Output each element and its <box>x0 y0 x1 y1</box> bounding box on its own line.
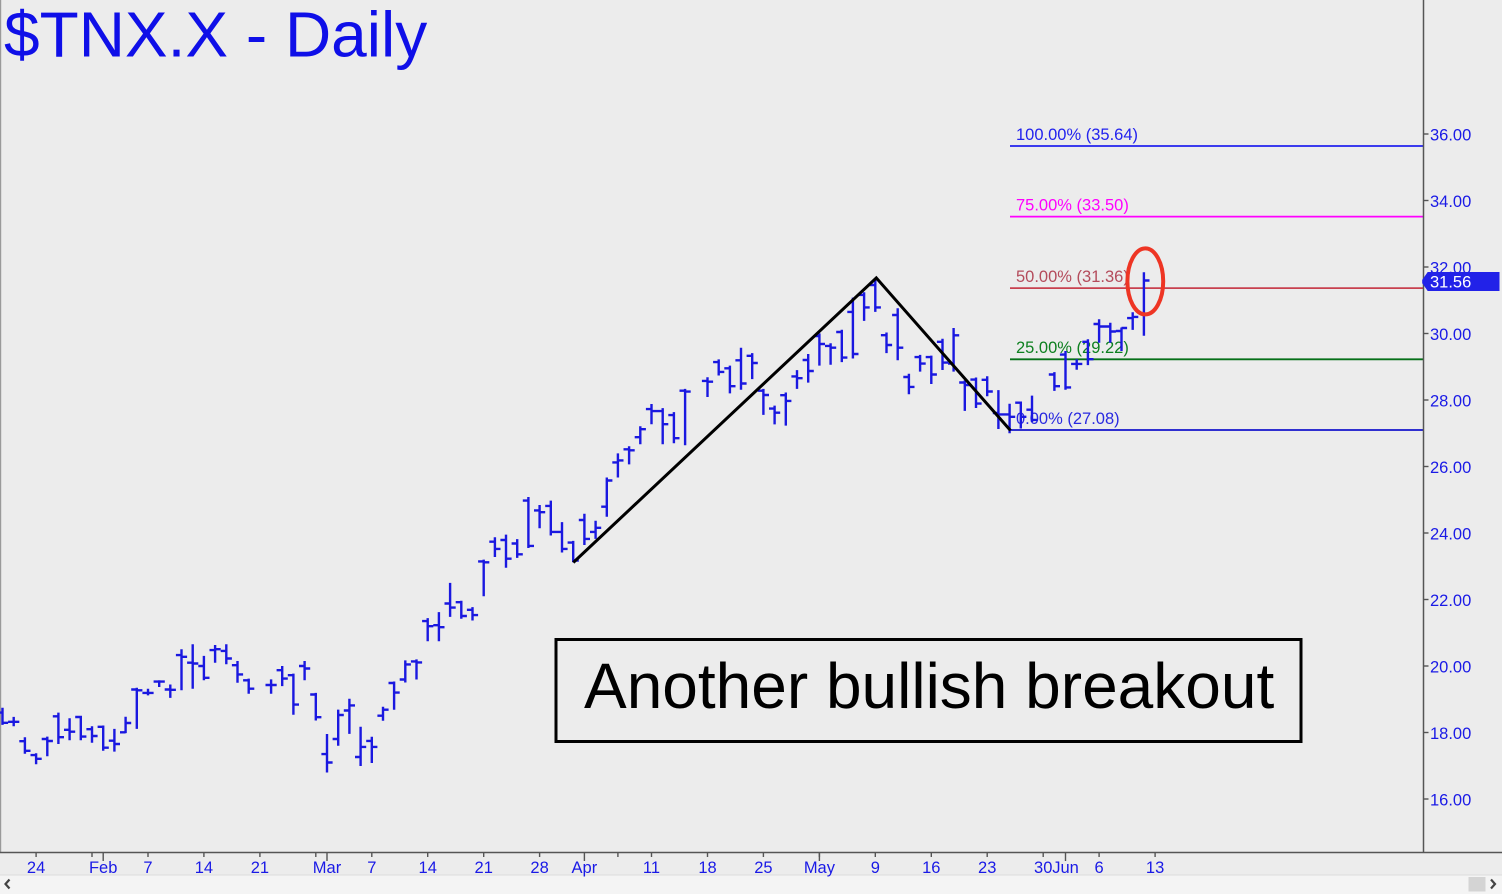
svg-text:18.00: 18.00 <box>1430 725 1471 743</box>
svg-text:21: 21 <box>251 859 269 877</box>
svg-text:26.00: 26.00 <box>1430 459 1471 477</box>
svg-text:May: May <box>804 859 836 877</box>
svg-text:Jun: Jun <box>1052 859 1079 877</box>
svg-text:34.00: 34.00 <box>1430 193 1471 211</box>
svg-text:7: 7 <box>367 859 376 877</box>
svg-text:6: 6 <box>1095 859 1104 877</box>
svg-text:25.00% (29.22): 25.00% (29.22) <box>1016 339 1129 357</box>
svg-text:$TNX.X - Daily: $TNX.X - Daily <box>4 0 427 71</box>
svg-text:Mar: Mar <box>313 859 342 877</box>
svg-text:21: 21 <box>475 859 493 877</box>
svg-text:28.00: 28.00 <box>1430 392 1471 410</box>
svg-text:28: 28 <box>530 859 548 877</box>
svg-text:30.00: 30.00 <box>1430 326 1471 344</box>
svg-text:0.00% (27.08): 0.00% (27.08) <box>1016 410 1120 428</box>
svg-text:16: 16 <box>922 859 940 877</box>
svg-text:36.00: 36.00 <box>1430 126 1471 144</box>
svg-text:50.00% (31.36): 50.00% (31.36) <box>1016 268 1129 286</box>
svg-text:100.00% (35.64): 100.00% (35.64) <box>1016 126 1138 144</box>
svg-text:14: 14 <box>195 859 213 877</box>
svg-text:23: 23 <box>978 859 996 877</box>
svg-text:Another bullish breakout: Another bullish breakout <box>584 650 1274 722</box>
svg-text:14: 14 <box>419 859 437 877</box>
svg-text:24: 24 <box>27 859 45 877</box>
svg-text:11: 11 <box>643 859 660 877</box>
svg-text:20.00: 20.00 <box>1430 658 1471 676</box>
svg-text:Apr: Apr <box>572 859 598 877</box>
svg-text:30: 30 <box>1034 859 1052 877</box>
svg-text:18: 18 <box>698 859 716 877</box>
svg-text:Feb: Feb <box>89 859 117 877</box>
svg-text:25: 25 <box>754 859 772 877</box>
svg-text:22.00: 22.00 <box>1430 592 1471 610</box>
svg-text:75.00% (33.50): 75.00% (33.50) <box>1016 196 1129 214</box>
svg-text:16.00: 16.00 <box>1430 791 1471 809</box>
svg-text:13: 13 <box>1146 859 1164 877</box>
svg-text:31.56: 31.56 <box>1430 274 1471 292</box>
svg-text:9: 9 <box>871 859 880 877</box>
svg-text:7: 7 <box>143 859 152 877</box>
svg-text:24.00: 24.00 <box>1430 525 1471 543</box>
